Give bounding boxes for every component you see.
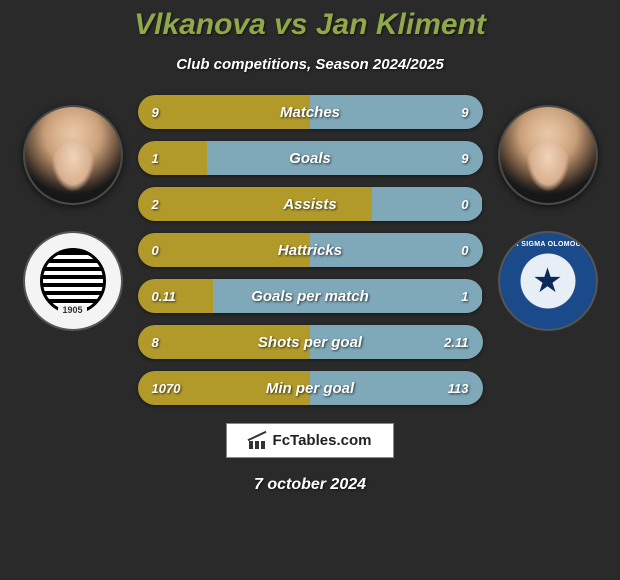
- stat-row: Hattricks00: [138, 233, 483, 267]
- stat-row: Matches99: [138, 95, 483, 129]
- stat-bar-left: [138, 233, 311, 267]
- player-right-avatar: [498, 105, 598, 205]
- stat-bars: Matches99 Goals19 Assists20 Hattricks00 Goal…: [138, 95, 483, 405]
- brand-badge: FcTables.com: [226, 423, 395, 458]
- stat-bar-right: [207, 141, 483, 175]
- right-column: [493, 95, 603, 331]
- page-title: Vlkanova vs Jan Kliment: [134, 8, 486, 42]
- stat-bar-left: [138, 95, 311, 129]
- club-right-badge: [498, 231, 598, 331]
- stat-row: Shots per goal82.11: [138, 325, 483, 359]
- stat-bar-right: [310, 371, 483, 405]
- stat-bar-right: [310, 95, 483, 129]
- stat-bar-left: [138, 371, 311, 405]
- stat-row: Goals per match0.111: [138, 279, 483, 313]
- stat-bar-left: [138, 187, 373, 221]
- club-left-badge: [23, 231, 123, 331]
- stat-bar-right: [310, 325, 483, 359]
- main-area: Matches99 Goals19 Assists20 Hattricks00 Goal…: [0, 95, 620, 405]
- stat-bar-right: [310, 233, 483, 267]
- stat-row: Assists20: [138, 187, 483, 221]
- comparison-card: Vlkanova vs Jan Kliment Club competition…: [0, 0, 620, 580]
- player-left-avatar: [23, 105, 123, 205]
- stat-bar-left: [138, 325, 311, 359]
- stat-bar-right: [372, 187, 482, 221]
- stat-bar-left: [138, 141, 207, 175]
- stat-row: Goals19: [138, 141, 483, 175]
- brand-text: FcTables.com: [273, 432, 372, 449]
- page-subtitle: Club competitions, Season 2024/2025: [176, 56, 444, 73]
- stat-row: Min per goal1070113: [138, 371, 483, 405]
- chart-icon: [249, 433, 267, 449]
- footer-date: 7 october 2024: [254, 476, 366, 494]
- stat-bar-left: [138, 279, 214, 313]
- left-column: [18, 95, 128, 331]
- stat-bar-right: [213, 279, 482, 313]
